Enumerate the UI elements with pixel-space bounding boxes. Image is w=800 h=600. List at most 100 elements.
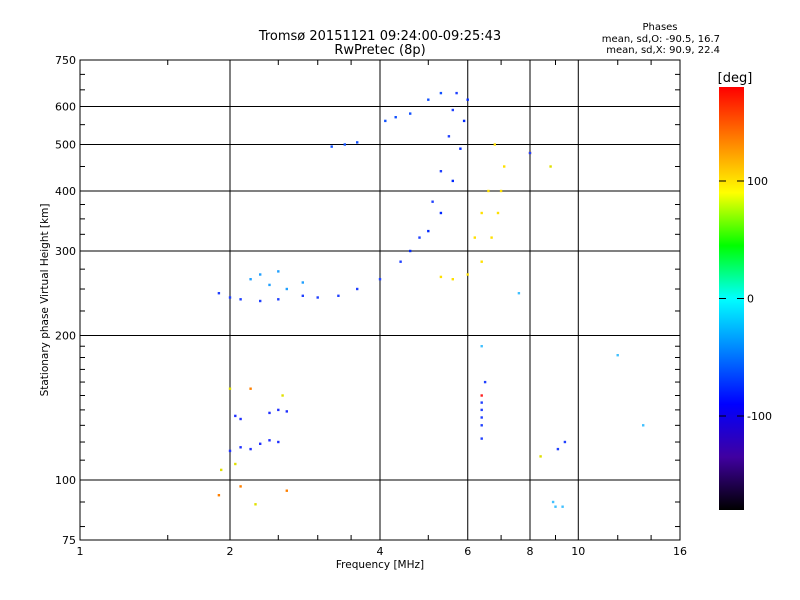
data-point (556, 447, 560, 451)
data-point (561, 505, 564, 508)
data-point (490, 236, 493, 239)
phase-stats-o: mean, sd,O: -90.5, 16.7 (602, 34, 720, 45)
colorbar-tick-label: 0 (747, 293, 754, 306)
x-tick-label: 10 (571, 545, 585, 558)
data-point (480, 345, 483, 348)
data-point (228, 387, 232, 390)
data-points (217, 91, 645, 508)
data-point (285, 410, 288, 413)
x-tick-labels: 1 2 4 6 8 10 16 (77, 545, 688, 558)
data-point (642, 424, 645, 427)
data-point (277, 298, 280, 301)
data-point (480, 211, 483, 215)
data-point (268, 283, 271, 287)
data-point (249, 447, 252, 451)
data-point (217, 292, 221, 295)
data-point (499, 189, 503, 193)
data-point (281, 394, 284, 397)
x-tick-label: 1 (77, 545, 84, 558)
data-point (268, 411, 271, 415)
data-point (343, 143, 346, 146)
data-point (234, 462, 237, 466)
data-point (616, 354, 619, 357)
data-point (551, 500, 555, 504)
data-point (480, 437, 483, 440)
minor-ticks (80, 60, 680, 540)
data-point (277, 408, 280, 412)
data-point (228, 449, 232, 453)
x-tick-label: 8 (527, 545, 534, 558)
data-point (356, 141, 359, 144)
y-tick-label: 300 (55, 245, 76, 258)
data-point (427, 98, 430, 101)
data-point (480, 424, 483, 427)
data-point (259, 299, 262, 303)
x-axis-label: Frequency [MHz] (336, 559, 424, 571)
y-tick-label: 100 (55, 474, 76, 487)
data-point (285, 287, 288, 291)
data-point (439, 275, 443, 279)
data-point (496, 211, 500, 215)
data-point (394, 116, 397, 119)
data-point (427, 229, 430, 233)
data-point (277, 440, 280, 444)
data-point (483, 380, 487, 384)
data-point (487, 189, 490, 193)
y-tick-label: 75 (62, 534, 76, 547)
data-point (356, 287, 359, 291)
data-point (399, 260, 402, 263)
data-point (447, 135, 451, 138)
data-point (217, 494, 221, 497)
data-point (439, 91, 443, 95)
colorbar-ticks: 100 0 -100 (719, 175, 772, 423)
y-tick-label: 400 (55, 185, 76, 198)
data-point (451, 179, 454, 183)
data-point (254, 503, 257, 506)
data-point (462, 119, 466, 123)
y-tick-label: 750 (55, 54, 76, 67)
data-point (493, 143, 496, 146)
data-point (451, 108, 454, 112)
phase-stats-heading: Phases (642, 22, 677, 33)
y-tick-label: 200 (55, 330, 76, 343)
chart-title: Tromsø 20151121 09:24:00-09:25:43 (258, 29, 501, 44)
data-point (268, 439, 271, 442)
data-point (466, 273, 469, 276)
colorbar-tick-label: -100 (747, 410, 772, 423)
data-point (503, 165, 506, 168)
data-point (239, 298, 242, 301)
data-point (431, 200, 434, 203)
data-point (259, 273, 262, 276)
x-tick-label: 4 (377, 545, 384, 558)
data-point (316, 296, 319, 299)
data-point (330, 145, 333, 148)
y-tick-labels: 75 100 200 300 400 500 600 750 (55, 54, 76, 547)
data-point (378, 278, 382, 281)
colorbar-tick-label: 100 (747, 175, 768, 188)
data-point (439, 170, 443, 173)
data-point (451, 278, 454, 281)
data-point (301, 294, 304, 297)
data-point (259, 442, 262, 445)
data-point (337, 294, 340, 297)
data-point (539, 455, 542, 458)
colorbar-label: [deg] (718, 71, 753, 86)
data-point (239, 446, 242, 449)
data-point (409, 249, 412, 253)
data-point (234, 414, 237, 418)
data-point (563, 440, 567, 444)
data-point (220, 468, 223, 472)
data-point (455, 91, 458, 95)
data-point (418, 236, 421, 239)
data-point (239, 485, 242, 488)
chart-subtitle: RwPretec (8p) (334, 43, 425, 58)
data-point (249, 387, 252, 390)
x-tick-label: 6 (464, 545, 471, 558)
data-point (480, 408, 483, 412)
x-tick-label: 16 (673, 545, 687, 558)
data-point (473, 236, 476, 239)
y-tick-label: 500 (55, 139, 76, 152)
data-point (480, 416, 483, 419)
data-point (439, 211, 443, 215)
data-point (528, 151, 532, 155)
